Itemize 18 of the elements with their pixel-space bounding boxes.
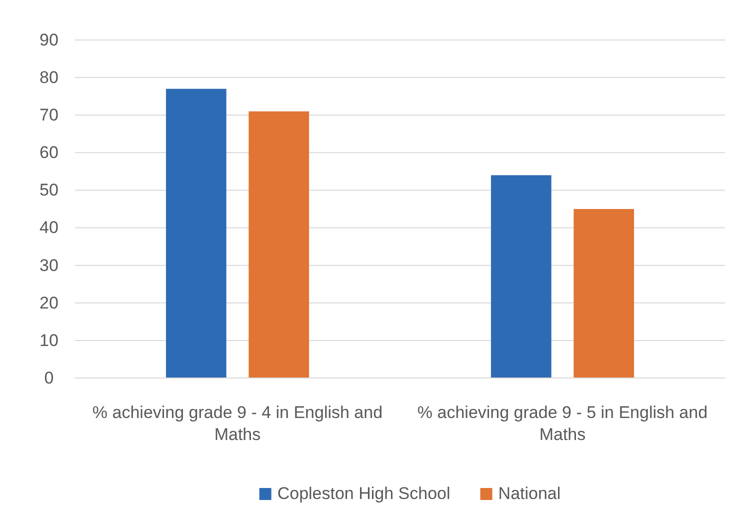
y-tick-label: 10 — [40, 330, 58, 350]
y-tick-label: 20 — [40, 293, 58, 312]
bar — [574, 209, 634, 378]
y-tick-label: 60 — [40, 143, 58, 162]
y-tick-label: 80 — [40, 68, 58, 87]
y-tick-label: 40 — [40, 218, 58, 238]
bar — [248, 111, 310, 378]
legend-label: National — [498, 484, 561, 503]
x-tick-label: % achieving grade 9 - 4 in English and Maths — [92, 403, 383, 444]
y-tick-label: 70 — [40, 106, 58, 125]
y-tick-label: 0 — [44, 368, 54, 388]
y-tick-label: 90 — [40, 30, 58, 50]
y-tick-label: 50 — [40, 180, 58, 200]
x-tick-label: % achieving grade 9 - 5 in English and Maths — [417, 403, 708, 444]
y-tick-label: 30 — [40, 256, 58, 275]
bar — [166, 88, 226, 378]
bar — [490, 175, 552, 378]
legend-label: Copleston High School — [277, 484, 450, 503]
